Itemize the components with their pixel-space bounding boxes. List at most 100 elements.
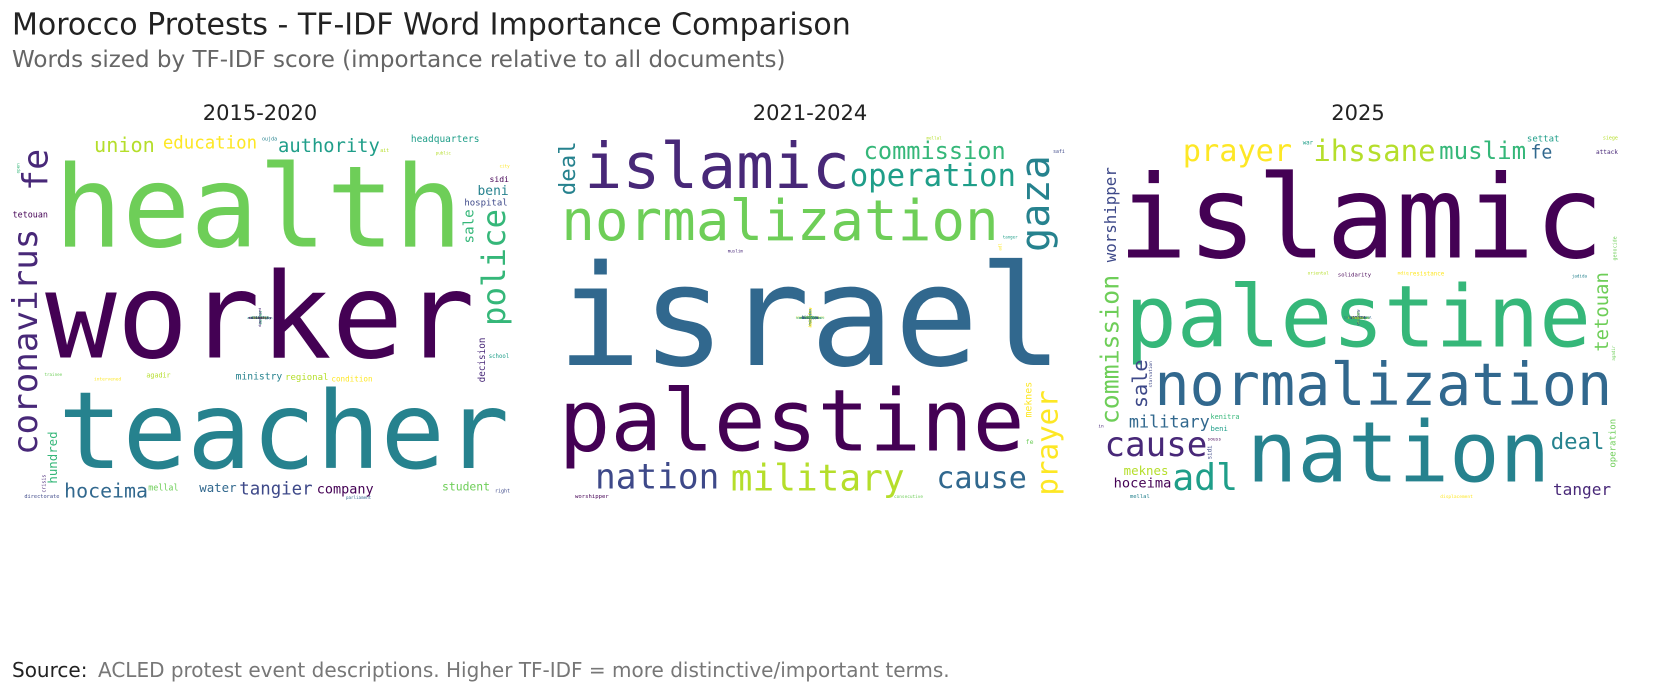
word: khenifra xyxy=(1349,316,1366,320)
word: hoceima xyxy=(1114,476,1172,492)
word: blockade xyxy=(1349,316,1366,320)
word: islamic xyxy=(584,130,850,203)
word: forced xyxy=(1356,310,1361,324)
word: commission xyxy=(1096,275,1125,424)
word: social xyxy=(253,315,267,320)
word: association xyxy=(247,315,272,320)
word: policy xyxy=(1352,316,1366,320)
word: souss xyxy=(1208,438,1222,443)
word: normalization xyxy=(561,189,998,254)
word: adl xyxy=(1172,456,1238,499)
word: price xyxy=(808,311,813,323)
word: police xyxy=(475,209,513,326)
word: hoceima xyxy=(64,479,148,502)
word: health xyxy=(804,316,817,320)
word: operation xyxy=(850,159,1016,194)
word: normalisation xyxy=(796,316,825,320)
word: islamic xyxy=(1118,152,1604,286)
word: consecutive xyxy=(894,494,923,500)
word: hoceima xyxy=(808,309,813,325)
word: safi xyxy=(1353,315,1363,320)
word: sidi xyxy=(490,174,510,184)
word: directorate xyxy=(24,494,59,500)
word: safi xyxy=(1053,149,1065,155)
word: labour xyxy=(253,315,267,320)
word: assilah xyxy=(802,315,818,320)
word: khouribga xyxy=(1347,315,1369,320)
word: human xyxy=(254,315,266,320)
word: mellal xyxy=(1130,494,1150,500)
word: jadida xyxy=(1572,274,1588,279)
word: working xyxy=(252,315,268,320)
word: worker xyxy=(804,316,817,320)
word: authority xyxy=(1348,316,1368,320)
word: worker xyxy=(45,249,475,387)
word: ministry xyxy=(236,371,283,382)
word: khenifra xyxy=(251,316,268,320)
word: resistance xyxy=(1409,272,1444,278)
word: public xyxy=(436,151,452,156)
word: sector xyxy=(253,315,267,320)
word: khenifra xyxy=(808,307,813,327)
word: gaza xyxy=(1013,155,1059,252)
word: muslim xyxy=(728,249,744,254)
word: trainee xyxy=(44,372,62,377)
word: student xyxy=(442,479,490,493)
word: massa xyxy=(1353,316,1364,320)
word: agadir xyxy=(1611,345,1616,361)
word: worshipper xyxy=(1101,167,1120,262)
word: agadir xyxy=(146,371,170,379)
word: worker xyxy=(1356,310,1361,325)
word: hassan xyxy=(808,311,813,325)
word: dispersed xyxy=(258,308,262,327)
word: education xyxy=(163,134,257,154)
word: regional xyxy=(285,373,328,383)
word: consecutive xyxy=(1346,316,1370,320)
word: condition xyxy=(331,375,372,384)
word: sale xyxy=(462,209,478,243)
word: right xyxy=(495,489,510,495)
word: larache xyxy=(802,315,819,320)
word: meknes xyxy=(1023,382,1034,418)
word: arab xyxy=(1353,315,1363,320)
word: citizen xyxy=(802,315,819,320)
word: military xyxy=(731,457,905,499)
word: student xyxy=(1350,316,1365,320)
word: genocide xyxy=(1613,236,1619,260)
word: tetouan xyxy=(802,315,819,320)
word: tetouan xyxy=(1591,272,1613,352)
word: intervened xyxy=(94,377,121,383)
word: massa xyxy=(804,315,815,320)
word: sidi xyxy=(1207,445,1213,459)
word: greater xyxy=(1350,316,1366,320)
word: mellal xyxy=(148,483,178,493)
word: right xyxy=(1352,315,1364,320)
word: outbreak xyxy=(251,316,269,320)
word: tangier xyxy=(239,479,312,499)
word: relation xyxy=(808,309,812,326)
word: citizen xyxy=(1350,315,1366,320)
word: settat xyxy=(803,316,816,320)
panel-title: 2015-2020 xyxy=(203,101,317,125)
word: berkane xyxy=(802,315,819,320)
word: company xyxy=(317,481,374,497)
source-text: ACLED protest event descriptions. Higher… xyxy=(98,658,950,682)
word: condition xyxy=(800,315,821,320)
word: nador xyxy=(1356,311,1360,323)
word: school xyxy=(489,354,510,360)
word: safi xyxy=(255,315,265,320)
word: taxi xyxy=(256,316,265,320)
word: jadida xyxy=(804,316,816,320)
word: sale xyxy=(805,315,815,320)
word: struggle xyxy=(801,315,820,320)
word: union xyxy=(804,315,815,320)
word: lebanon xyxy=(802,315,818,320)
word: prayer xyxy=(1030,390,1064,495)
word: driver xyxy=(258,310,263,325)
word: cause xyxy=(1104,425,1207,465)
word: adl xyxy=(998,243,1003,251)
word: crisis xyxy=(41,475,47,493)
word: beni xyxy=(806,316,815,320)
word: mdiq xyxy=(1398,270,1409,276)
